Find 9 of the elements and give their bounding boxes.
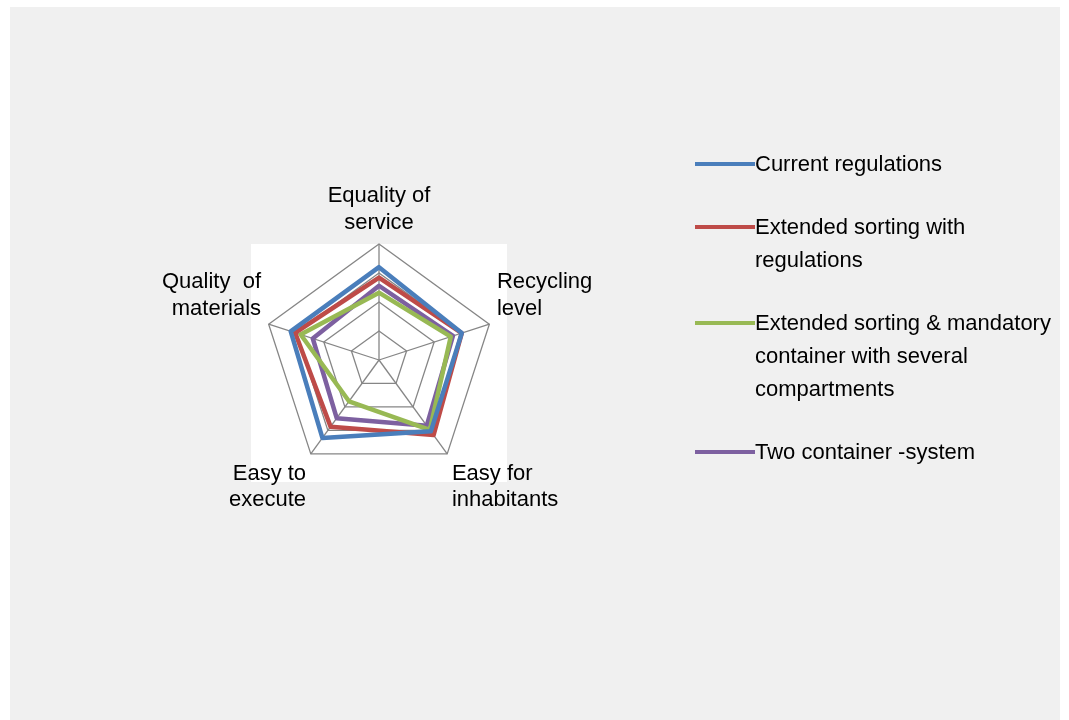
legend-label: Current regulations [755,150,943,178]
legend-label: Two container -system [755,438,976,466]
spoke-label: Quality of materials [162,268,262,320]
legend-label: Extended sorting & mandatory container with several compartments [755,309,1052,403]
spoke-label: Recycling level [496,268,593,320]
legend-label: Extended sorting with regulations [755,213,967,274]
spoke-label: Easy for inhabitants [451,459,559,511]
spoke-label: Easy to execute [229,459,307,511]
spoke-label: Equality of service [327,182,432,234]
